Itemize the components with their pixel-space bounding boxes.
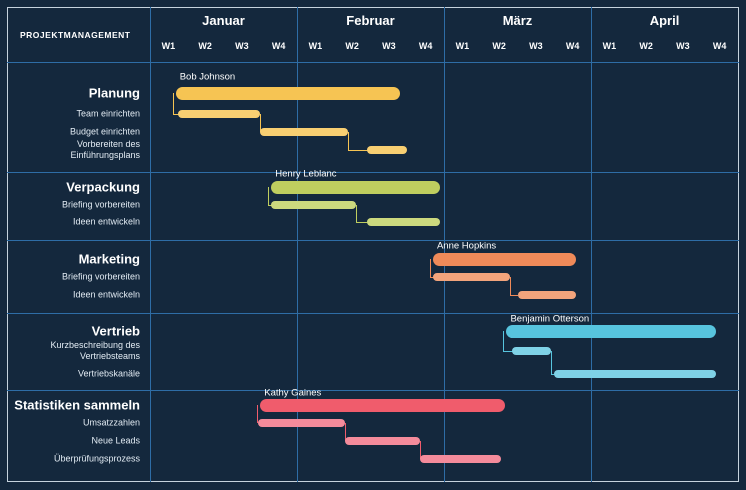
gantt-task-label: Briefing vorbereiten [61, 199, 140, 210]
week-label: W3 [382, 41, 396, 51]
gantt-bar-main[interactable] [432, 252, 577, 266]
gantt-group-label: Planung [88, 85, 140, 101]
gantt-group-label: Marketing [78, 251, 140, 267]
week-label: W4 [271, 41, 286, 51]
gantt-bar-task[interactable] [511, 347, 551, 355]
gantt-bar-task[interactable] [517, 291, 577, 299]
month-label: April [649, 13, 680, 28]
gantt-connector [429, 259, 434, 278]
gantt-group-label: Statistiken sammeln [14, 397, 140, 413]
gantt-bar-task[interactable] [177, 110, 261, 118]
gantt-connector [420, 441, 422, 459]
week-label: W3 [676, 41, 690, 51]
week-label: W1 [161, 41, 176, 51]
gantt-connector [550, 351, 556, 375]
week-label: W2 [198, 41, 212, 51]
gantt-task-label: Kurzbeschreibung des Vertriebsteams [50, 340, 140, 361]
grid-vline [150, 7, 151, 482]
gantt-connector [257, 405, 259, 423]
gantt-task-label: Überprüfungsprozess [53, 453, 140, 464]
gantt-bar-main[interactable] [271, 180, 441, 194]
gantt-task-label: Ideen entwickeln [72, 216, 140, 227]
week-label: W3 [235, 41, 249, 51]
gantt-bar-main[interactable] [506, 324, 716, 338]
gantt-bar-task[interactable] [366, 218, 441, 226]
gantt-task-label: Vertriebskanäle [77, 368, 140, 379]
gantt-connector [355, 205, 368, 223]
gantt-connector [348, 132, 368, 151]
week-label: W2 [345, 41, 359, 51]
gantt-task-label: Budget einrichten [69, 126, 140, 137]
week-label: W4 [418, 41, 433, 51]
gantt-task-label: Team einrichten [76, 108, 140, 119]
grid-hline [7, 172, 739, 173]
gantt-connector [344, 423, 346, 441]
gantt-connector [510, 277, 519, 296]
week-label: W3 [529, 41, 543, 51]
week-label: W1 [455, 41, 470, 51]
grid-hline [7, 62, 739, 63]
month-label: Februar [346, 13, 395, 28]
gantt-group-label: Vertrieb [91, 323, 140, 339]
gantt-bar-task[interactable] [260, 128, 349, 136]
assignee-label: Bob Johnson [179, 71, 236, 83]
chart-title: PROJEKTMANAGEMENT [20, 29, 131, 40]
gantt-connector [172, 93, 179, 115]
grid-hline [7, 313, 739, 314]
assignee-label: Henry Leblanc [275, 168, 337, 180]
gantt-bar-main[interactable] [260, 398, 505, 412]
gantt-task-label: Ideen entwickeln [72, 289, 140, 300]
gantt-bar-main[interactable] [175, 86, 400, 100]
grid-hline [7, 240, 739, 241]
grid-vline [297, 7, 298, 482]
month-label: März [502, 13, 533, 28]
gantt-bar-task[interactable] [366, 146, 408, 154]
gantt-bar-task[interactable] [432, 273, 511, 281]
assignee-label: Kathy Gaines [264, 387, 322, 399]
gantt-connector [260, 114, 262, 132]
grid-hline [7, 390, 739, 391]
gantt-connector [268, 187, 273, 206]
gantt-bar-task[interactable] [271, 201, 356, 209]
week-label: W4 [565, 41, 580, 51]
gantt-task-label: Neue Leads [91, 435, 140, 446]
week-label: W1 [308, 41, 323, 51]
gantt-connector [503, 331, 513, 352]
gantt-task-label: Vorbereiten des Einführungsplans [70, 139, 140, 160]
week-label: W1 [602, 41, 617, 51]
gantt-bar-task[interactable] [554, 370, 716, 378]
gantt-group-label: Verpackung [66, 179, 140, 195]
month-label: Januar [202, 13, 245, 28]
gantt-bar-task[interactable] [420, 455, 501, 463]
grid-vline [444, 7, 445, 482]
gantt-task-label: Briefing vorbereiten [61, 271, 140, 282]
assignee-label: Anne Hopkins [436, 240, 497, 252]
week-label: W2 [492, 41, 506, 51]
gantt-bar-task[interactable] [258, 419, 345, 427]
assignee-label: Benjamin Otterson [510, 313, 590, 325]
gantt-bar-task[interactable] [344, 437, 421, 445]
gantt-task-label: Umsatzzahlen [82, 417, 140, 428]
week-label: W4 [712, 41, 727, 51]
week-label: W2 [639, 41, 653, 51]
grid-vline [591, 7, 592, 482]
